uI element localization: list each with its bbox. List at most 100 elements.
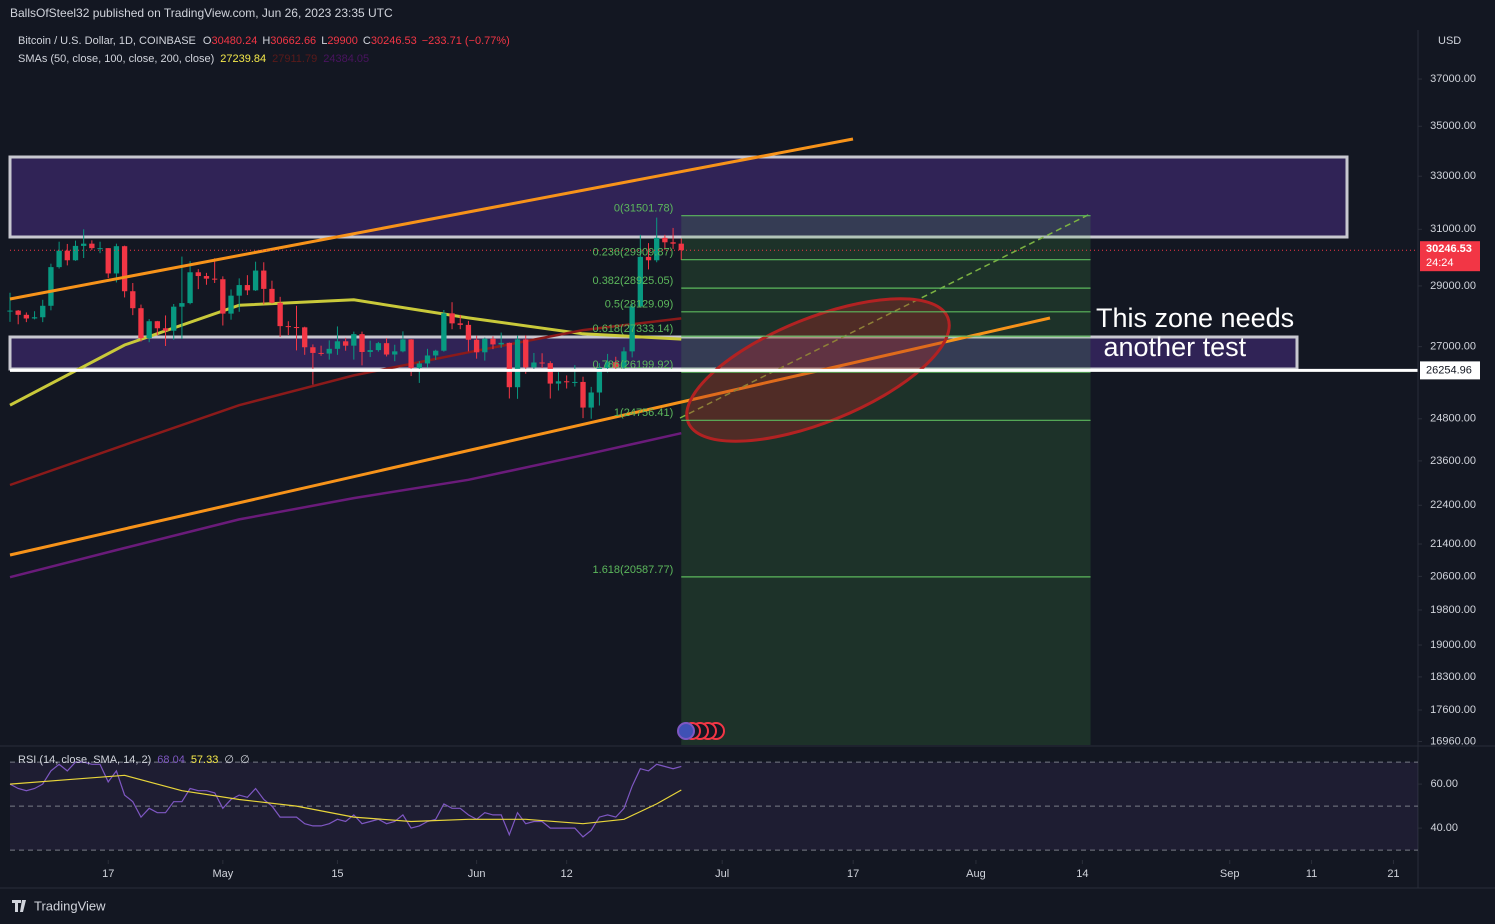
candle-body [105,248,111,274]
y-tick-label: 24800.00 [1430,413,1476,425]
rsi-sma-line [9,774,682,825]
x-tick-label: Sep [1220,868,1240,880]
legend: Bitcoin / U.S. Dollar, 1D, COINBASE O3048… [18,35,510,47]
x-tick-label: 12 [561,868,573,880]
candle-body [433,350,439,356]
x-tick-label: May [212,868,233,880]
candle-body [555,381,562,384]
candle-body [621,351,627,368]
candle-body [441,313,447,351]
drawing-layer: 0(31501.78) 0.236(29909.87) 0.382(28925.05… [9,137,1418,740]
fib-label: 0.5(28129.09) [605,299,674,311]
candle-body [588,392,594,408]
candle-body [392,351,398,355]
last-price-label: 30246.53 [1426,243,1472,255]
candle-body [285,326,291,328]
fib-label: 1(24756.41) [614,407,673,419]
sma-line [9,298,682,407]
candle-body [318,352,324,354]
y-tick-label: 20600.00 [1430,570,1476,582]
candle-body [195,272,201,277]
legend-item: ∅ [224,754,234,766]
candle-body [23,314,30,319]
candle-body [498,342,504,345]
fib-label: 0.236(29909.87) [593,247,674,259]
y-tick-label: 17600.00 [1430,704,1476,716]
candle-body [375,343,382,351]
rsi-line [9,761,682,838]
candle-body [383,343,390,355]
legend-item: ∅ [240,754,250,766]
candle-body [244,285,251,291]
fib-label: 1.618(20587.77) [593,564,674,576]
y-tick-label: 27000.00 [1430,341,1476,353]
candle-body [130,291,136,309]
x-tick-label: 11 [1306,868,1317,880]
candle-body [64,250,70,261]
publisher: BallsOfSteel32 published on TradingView.… [10,6,393,20]
fib-label: 0.618(27333.14) [593,323,674,335]
legend-item: 30246.53 [371,35,417,47]
trendline [9,316,1051,557]
logo-icon [12,900,26,912]
annotation: This zone needs [1096,303,1294,333]
candle-body [121,246,128,292]
y-tick-label: 33000.00 [1430,170,1476,182]
candle-body [220,279,226,314]
candle-body [154,321,161,329]
candle-body [302,327,308,348]
candle-body [293,327,300,329]
projection-line [679,213,1091,419]
candle-body [334,341,341,349]
y-tick-label: 21400.00 [1430,538,1476,550]
legend-item: SMAs (50, close, 100, close, 200, close) [18,53,214,65]
candle-body [531,362,537,368]
legend-item: L [321,35,327,47]
candle-body [580,381,586,408]
candle-body [97,248,103,250]
legend-item: 27239.84 [220,53,266,65]
candle-body [7,310,13,312]
candle-body [637,256,643,307]
candle-body [645,256,652,261]
event-icon[interactable] [677,722,695,740]
candle-body [563,381,570,383]
candle-body [81,243,87,246]
y-tick-label: 29000.00 [1430,280,1476,292]
candle-body [482,338,488,353]
legend-item: C [363,35,371,47]
candle-body [211,278,218,280]
candle-body [72,245,79,261]
candle-body [678,243,684,251]
legend-item: −233.71 (−0.77%) [422,35,510,47]
x-tick-label: Jul [715,868,729,880]
countdown: 24:24 [1426,257,1454,269]
legend-item: O [203,35,212,47]
candle-body [596,367,603,393]
candle-body [359,334,365,352]
candle-body [48,267,54,306]
legend-item: RSI (14, close, SMA, 14, 2) [18,754,151,766]
candle-body [113,246,120,274]
candle-body [662,237,668,243]
rsi-tick-label: 40.00 [1430,822,1458,834]
candle-body [572,381,578,383]
y-tick-label: 22400.00 [1430,499,1476,511]
candle-body [138,308,144,339]
candle-body [146,321,152,339]
candle-body [89,243,95,249]
candle-body [367,350,373,352]
candle-body [449,313,455,324]
legend-item: H [262,35,270,47]
candle-body [162,328,169,331]
candle-body [326,348,332,354]
main-layer [7,217,684,579]
horizontal-line-label: 26254.96 [1426,364,1472,376]
x-tick-label: Jun [468,868,486,880]
candle-body [400,339,406,352]
legend-item: Bitcoin / U.S. Dollar, 1D, COINBASE [18,35,196,47]
candle-body [236,285,242,296]
y-tick-label: 35000.00 [1430,120,1476,132]
